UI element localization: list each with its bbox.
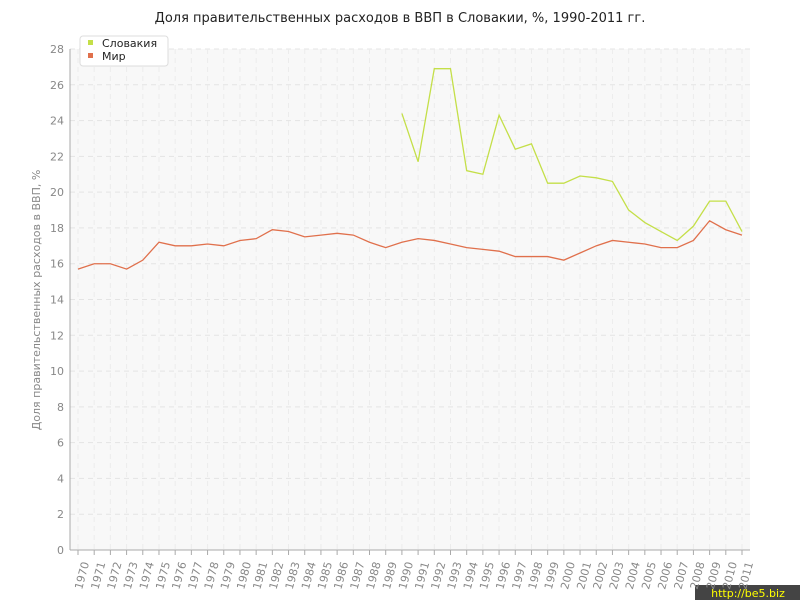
y-tick-label: 0 [57,544,64,557]
plot-background [70,49,750,550]
y-tick-label: 24 [50,115,64,128]
legend-swatch [88,40,93,45]
watermark: http://be5.biz [711,587,785,600]
y-tick-label: 10 [50,365,64,378]
y-tick-label: 12 [50,329,64,342]
y-tick-label: 18 [50,222,64,235]
y-tick-label: 2 [57,508,64,521]
y-axis-label: Доля правительственных расходов в ВВП, % [30,170,43,431]
y-tick-label: 6 [57,437,64,450]
legend-swatch [88,53,93,58]
y-tick-label: 28 [50,43,64,56]
y-tick-label: 26 [50,79,64,92]
watermark-bg [695,585,800,600]
legend-box [79,35,169,67]
legend-label: Словакия [102,37,157,50]
y-tick-label: 22 [50,150,64,163]
y-tick-label: 14 [50,294,64,307]
y-tick-label: 20 [50,186,64,199]
y-tick-label: 4 [57,472,64,485]
chart-title: Доля правительственных расходов в ВВП в … [155,11,646,26]
legend-label: Мир [102,50,126,63]
y-tick-label: 16 [50,258,64,271]
series-line [401,68,743,242]
series-line [77,219,743,270]
y-tick-label: 8 [57,401,64,414]
